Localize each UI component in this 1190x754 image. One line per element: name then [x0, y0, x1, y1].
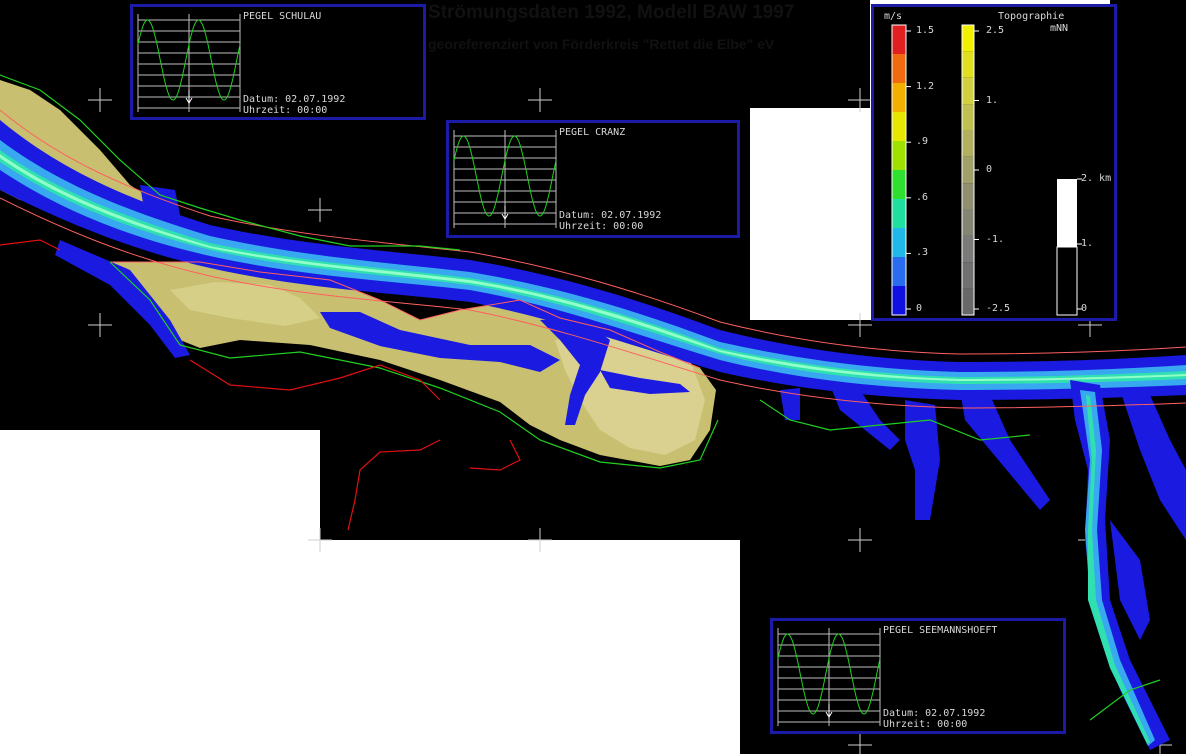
scale-tick-label: 0 [1081, 303, 1088, 314]
legend-bars [891, 24, 1082, 316]
speed-color-step [892, 170, 906, 199]
gauge-panel-schulau: PEGEL SCHULAU Datum: 02.07.1992 Uhrzeit:… [130, 4, 426, 120]
map-title: Strömungsdaten 1992, Modell BAW 1997 [428, 2, 795, 23]
topo-color-step [962, 262, 974, 289]
topo-color-step [962, 104, 974, 131]
gauge-name: PEGEL CRANZ [559, 127, 626, 138]
scale-tick-label: 1. [1081, 238, 1094, 249]
topo-color-step [962, 183, 974, 210]
gauge-time: Uhrzeit: 00:00 [883, 719, 968, 730]
topo-tick-label: -2.5 [986, 303, 1011, 314]
speed-tick-label: .9 [916, 136, 929, 148]
speed-bar-frame [891, 24, 907, 316]
topo-color-step [962, 51, 974, 78]
tide-curve [137, 19, 241, 101]
map-subtitle: georeferenziert von Förderkreis "Rettet … [428, 36, 775, 52]
speed-tick-label: .6 [916, 191, 929, 203]
speed-color-step [892, 25, 906, 54]
topo-color-step [962, 156, 974, 184]
tide-curve [453, 135, 557, 217]
gauge-time: Uhrzeit: 00:00 [559, 221, 644, 232]
tide-curve-chart [777, 628, 881, 726]
grid-crosshairs [88, 88, 1172, 754]
tide-curve-chart [137, 14, 241, 112]
gauge-panel-cranz: PEGEL CRANZ Datum: 02.07.1992 Uhrzeit: 0… [446, 120, 740, 238]
seitenkanal-flow [1080, 390, 1155, 746]
gauge-panel-seemannshoeft: PEGEL SEEMANNSHOEFT Datum: 02.07.1992 Uh… [770, 618, 1066, 734]
scale-bar-lower [1056, 246, 1078, 316]
speed-tick-label: 1.2 [916, 80, 935, 92]
gauge-date: Datum: 02.07.1992 [243, 94, 346, 105]
speed-color-step [892, 54, 906, 83]
scale-tick-label: 2. km [1081, 173, 1112, 184]
speed-color-step [892, 199, 906, 228]
speed-color-step [892, 141, 906, 170]
time-marker-arrow [501, 213, 509, 220]
topo-color-step [962, 130, 974, 157]
legend-panel: m/s Topographie mNN 1.5 1.2 .9 .6 .3 0 2.5 1. 0… [871, 4, 1117, 321]
topo-tick-label: 0 [986, 164, 993, 175]
topo-color-step [962, 77, 974, 105]
topo-tick-label: -1. [986, 233, 1005, 245]
speed-color-step [892, 83, 906, 112]
topo-tick-label: 2.5 [986, 25, 1005, 36]
speed-tick-label: .3 [916, 247, 929, 259]
speed-color-step [892, 112, 906, 141]
gauge-date: Datum: 02.07.1992 [883, 708, 986, 719]
topo-color-step [962, 209, 974, 236]
topo-color-step [962, 288, 974, 315]
speed-unit-label: m/s [884, 11, 903, 22]
gauge-name: PEGEL SEEMANNSHOEFT [883, 625, 998, 636]
tide-curve-chart [453, 130, 557, 228]
depth-contours [0, 109, 1187, 409]
shorelines [0, 74, 1161, 721]
topo-color-step [962, 25, 974, 52]
speed-tick-label: 1.5 [916, 25, 935, 36]
gauge-time: Uhrzeit: 00:00 [243, 105, 328, 116]
time-marker-arrow [185, 97, 193, 104]
speed-color-step [892, 228, 906, 257]
dike-lines [0, 239, 521, 531]
topo-tick-label: 1. [986, 94, 999, 106]
river-channel [0, 120, 1186, 400]
gauge-name: PEGEL SCHULAU [243, 11, 322, 22]
time-marker-arrow [825, 711, 833, 718]
tide-curve [777, 633, 881, 715]
topo-unit-label: mNN [1050, 23, 1069, 34]
gauge-date: Datum: 02.07.1992 [559, 210, 662, 221]
topo-title-label: Topographie [998, 11, 1065, 22]
topo-color-step [962, 235, 974, 263]
scale-bar-upper [1057, 179, 1077, 247]
speed-color-step [892, 257, 906, 286]
speed-color-step [892, 286, 906, 315]
speed-tick-label: 0 [916, 303, 923, 314]
